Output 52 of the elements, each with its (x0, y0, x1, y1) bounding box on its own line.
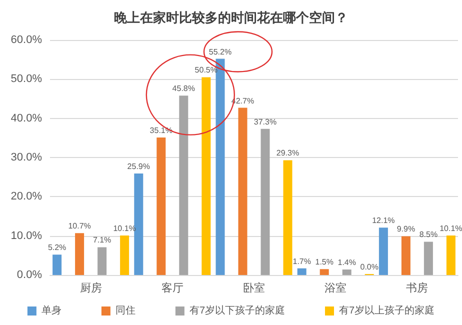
legend-label: 有7岁以下孩子的家庭 (189, 304, 285, 316)
y-tick-label: 20.0% (10, 190, 42, 203)
x-tick-label: 浴室 (324, 282, 347, 294)
data-label: 55.2% (208, 47, 232, 56)
x-tick-label: 卧室 (243, 282, 265, 294)
data-label: 8.5% (419, 230, 438, 240)
bar (342, 270, 352, 275)
data-label: 9.9% (396, 224, 416, 234)
bar (120, 235, 130, 275)
bar (424, 242, 433, 275)
y-tick-label: 30.0% (10, 152, 42, 164)
x-tick-label: 厨房 (80, 282, 102, 294)
data-label: 29.3% (276, 148, 300, 158)
bar (378, 228, 388, 275)
bar (260, 128, 270, 275)
data-label: 7.1% (92, 236, 112, 245)
bar (202, 77, 211, 275)
data-label: 1.5% (315, 258, 334, 267)
legend-label: 同住 (115, 306, 136, 316)
y-tick-label: 10.0% (10, 230, 42, 242)
bar (98, 247, 107, 275)
bar (216, 58, 225, 275)
y-tick-label: 60.0% (10, 34, 42, 46)
data-label: 12.1% (372, 216, 395, 226)
bar (134, 174, 144, 275)
data-label: 10.7% (68, 222, 91, 231)
bar (297, 268, 306, 275)
y-tick-label: 50.0% (10, 73, 42, 86)
bar (179, 96, 188, 275)
bar (156, 138, 166, 275)
data-label: 5.2% (48, 243, 66, 252)
bar (75, 233, 84, 275)
y-tick-label: 40.0% (10, 112, 42, 124)
x-tick-label: 客厅 (161, 282, 184, 294)
data-label: 37.3% (254, 117, 277, 126)
x-tick-label: 书房 (406, 282, 428, 294)
data-label: 0.0% (360, 262, 378, 272)
bar (446, 235, 456, 275)
data-label: 1.7% (292, 256, 311, 266)
bar (52, 254, 62, 275)
data-label: 25.9% (127, 162, 150, 172)
data-label: 45.8% (172, 84, 195, 94)
legend-label: 单身 (41, 304, 62, 316)
data-label: 1.4% (338, 258, 356, 268)
bar (401, 236, 410, 275)
bar (238, 108, 248, 275)
data-label: 10.1% (440, 224, 462, 233)
bar (320, 269, 329, 275)
y-tick-label: 0.0% (16, 269, 42, 281)
chart-title: 晚上在家时比较多的时间花在哪个空间？ (114, 10, 348, 25)
bar (283, 160, 292, 275)
legend-label: 有7岁以上孩子的家庭 (339, 304, 435, 316)
